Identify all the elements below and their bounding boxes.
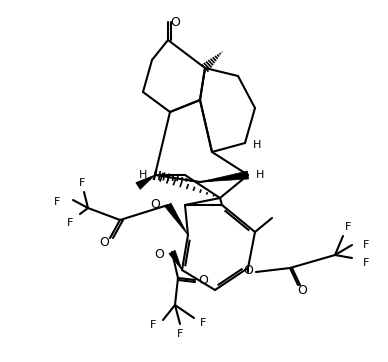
Text: F: F <box>150 320 156 330</box>
Text: H: H <box>139 170 147 180</box>
Text: F: F <box>177 329 183 339</box>
Polygon shape <box>169 250 182 270</box>
Polygon shape <box>136 175 155 189</box>
Text: H: H <box>256 170 264 180</box>
Text: F: F <box>363 258 369 268</box>
Polygon shape <box>200 171 249 182</box>
Text: O: O <box>297 283 307 296</box>
Text: O: O <box>99 236 109 248</box>
Text: O: O <box>154 248 164 261</box>
Text: F: F <box>79 178 85 188</box>
Polygon shape <box>165 203 188 235</box>
Text: F: F <box>363 240 369 250</box>
Text: O: O <box>198 274 208 286</box>
Text: H: H <box>253 140 261 150</box>
Text: O: O <box>170 16 180 29</box>
Text: O: O <box>243 264 253 277</box>
Text: F: F <box>54 197 60 207</box>
Text: F: F <box>67 218 73 228</box>
Text: F: F <box>345 222 351 232</box>
Text: O: O <box>150 198 160 211</box>
Text: F: F <box>200 318 206 328</box>
